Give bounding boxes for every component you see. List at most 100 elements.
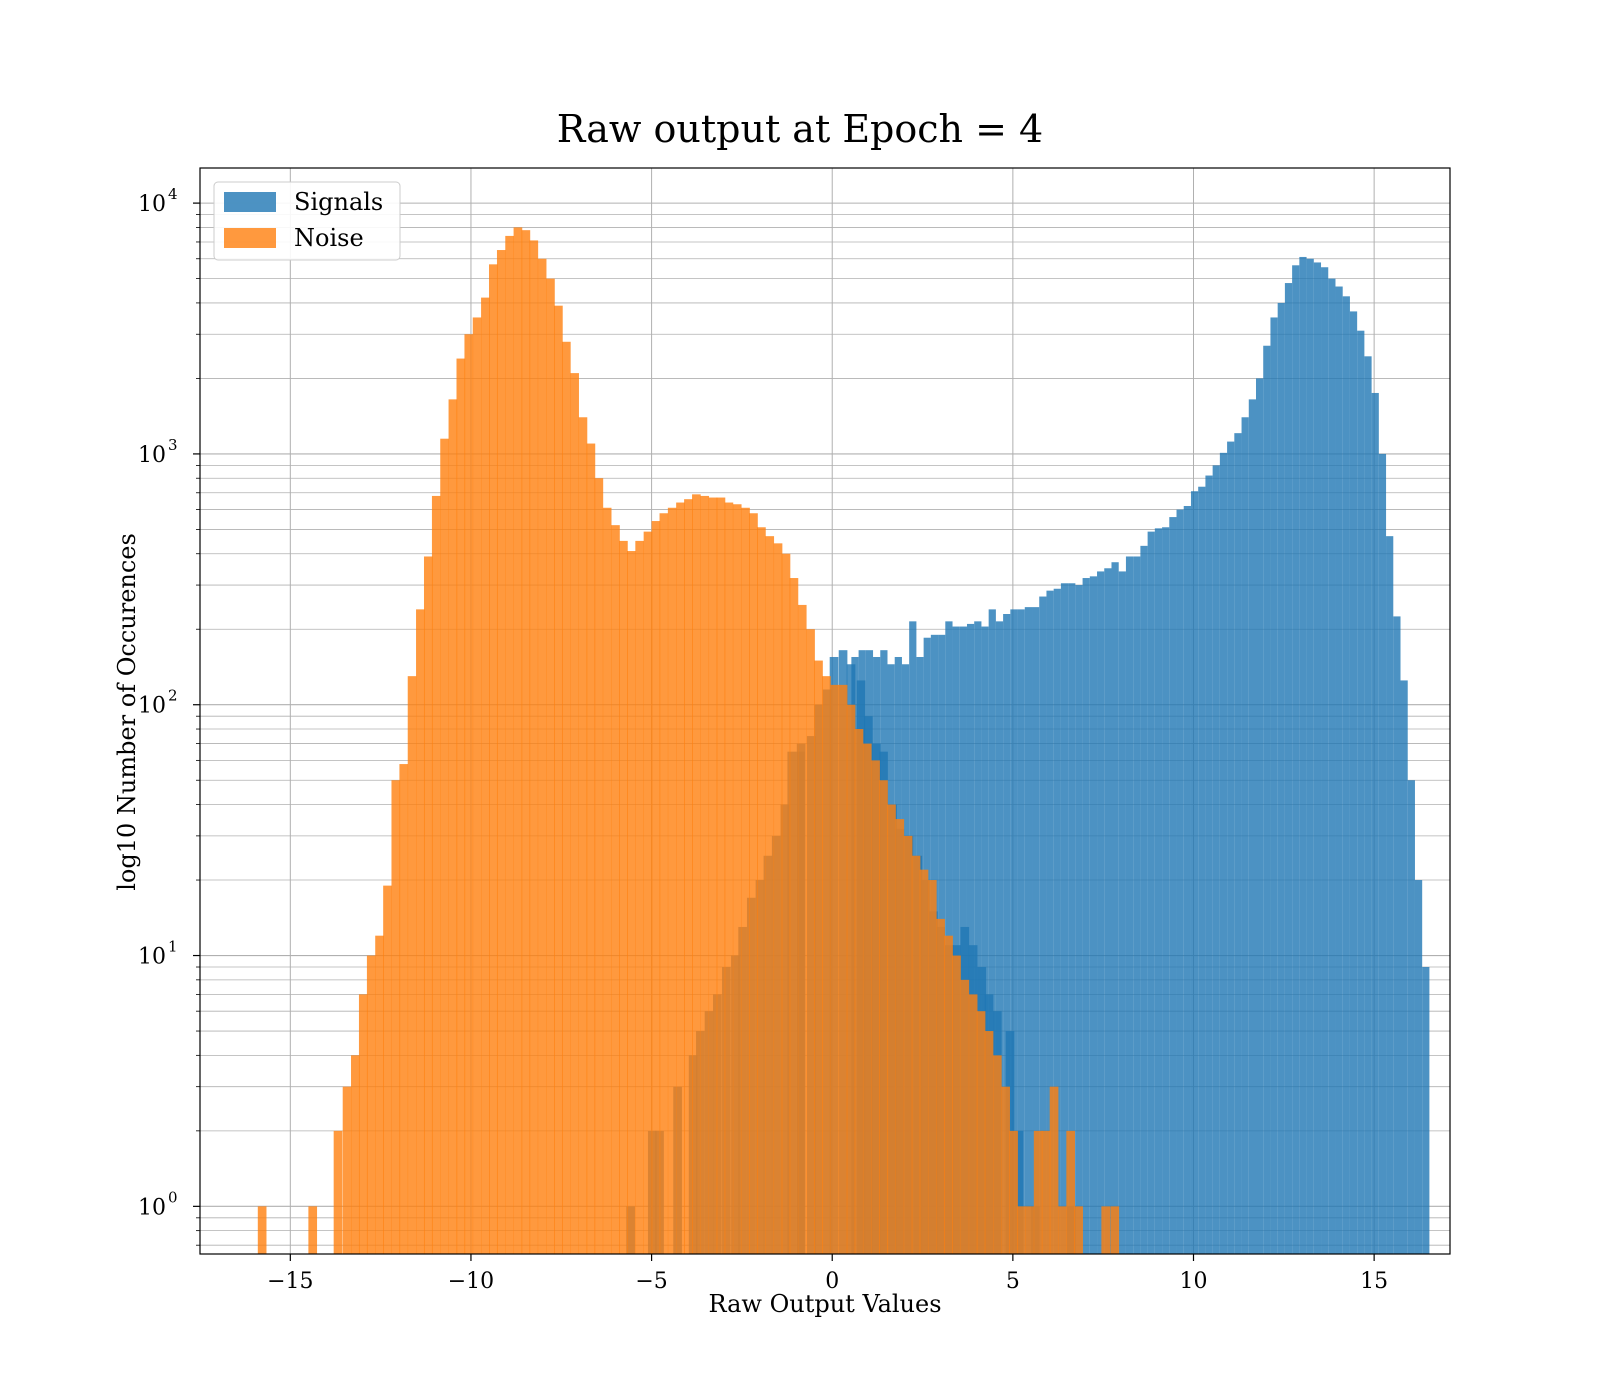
noise-bar [903,835,913,1254]
noise-bar [1066,1130,1075,1254]
noise-bar [911,855,921,1254]
signal-bar [1068,583,1076,1254]
noise-bar [1009,1130,1018,1254]
x-tick-label: −15 [267,1269,313,1294]
noise-bar [757,527,766,1254]
signal-bar [1328,278,1336,1254]
y-tick-label: 10 [138,192,166,217]
legend-label-noise: Noise [294,224,364,252]
y-tick-label: 10 [138,1195,166,1220]
noise-bar [496,250,506,1254]
signal-bar [1075,585,1083,1254]
noise-bar [919,869,929,1254]
noise-bar [838,684,848,1254]
signal-bar [1147,531,1155,1254]
noise-bar [797,604,807,1254]
noise-bar [611,525,620,1254]
signal-bar [1407,780,1415,1254]
noise-bar [505,235,514,1254]
x-axis-ticks: −15 −10 −5 0 5 10 15 [267,1254,1388,1294]
noise-bar [781,553,791,1254]
signal-bar [1125,556,1134,1254]
y-tick-exponent: 1 [168,938,178,956]
noise-bar [773,543,783,1254]
noise-bar [895,819,905,1254]
y-axis-label: log10 Number of Occurences [113,533,141,891]
noise-bar [464,334,474,1254]
y-tick-label: 10 [138,443,166,468]
noise-bar [554,305,563,1254]
signal-bar [1053,588,1061,1254]
signal-bar [1097,571,1105,1254]
signal-bar [1039,596,1047,1254]
y-tick-label: 10 [138,945,166,970]
plot-frame [199,167,1451,1255]
signal-bar [1248,399,1256,1254]
signal-bar [1292,265,1300,1254]
signal-bar [1378,453,1387,1254]
signal-bar [1335,286,1343,1254]
signal-bar [1277,302,1285,1255]
legend-swatch-signals [224,192,276,212]
signal-bar [1270,317,1278,1254]
signal-bar [1422,967,1430,1254]
signal-bar [1284,283,1293,1254]
noise-bar [448,399,458,1254]
noise-bar [814,660,823,1254]
signal-bar [1263,345,1271,1254]
signal-bar [1205,475,1213,1254]
signal-bar [1306,258,1314,1255]
signal-bar [952,626,960,1254]
signal-bar [1255,378,1264,1254]
noise-bar [806,629,815,1254]
legend-swatch-noise [224,228,276,248]
noise-bar [586,443,596,1254]
noise-bar [944,935,953,1254]
noise-bar [1049,1086,1059,1254]
x-tick-label: 10 [1179,1269,1207,1294]
noise-bar [358,994,368,1254]
signal-bar [1386,536,1394,1254]
noise-bar [765,536,775,1254]
y-tick-label: 10 [138,694,166,719]
noise-bar [749,513,758,1254]
noise-bar [1001,1086,1010,1254]
signal-bar [1357,330,1365,1255]
signal-bar [995,621,1004,1254]
legend: Signals Noise [213,181,401,261]
x-tick-label: 15 [1360,1269,1388,1294]
noise-bar [1074,1206,1083,1254]
noise-bar [602,507,612,1254]
noise-bar [879,780,888,1254]
signal-bar [1183,505,1191,1255]
signal-bar [1349,311,1358,1255]
noise-bar [1033,1130,1043,1254]
signal-bar [1010,609,1018,1254]
noise-bar [366,955,376,1254]
noise-bar [627,551,636,1254]
signal-bar [1234,433,1242,1255]
signal-bar [1118,571,1126,1254]
noise-bar [676,502,685,1254]
noise-bar [992,1055,1002,1254]
noise-bar [789,578,799,1254]
signal-bar [1024,607,1033,1254]
noise-bar [594,478,604,1255]
noise-bar [854,729,864,1254]
noise-bar [651,521,661,1254]
noise-bar [416,609,425,1254]
signal-bar [1162,527,1170,1254]
noise-bar [308,1206,318,1254]
noise-bar [1025,1206,1035,1254]
signal-bar [1212,465,1220,1254]
noise-bar [570,373,579,1254]
noise-bar [976,1011,986,1254]
noise-bar [684,499,693,1254]
noise-bar [862,743,872,1254]
noise-bar [936,918,945,1254]
noise-bar [383,885,392,1254]
signal-bar [1414,880,1423,1254]
noise-bar [830,684,840,1254]
